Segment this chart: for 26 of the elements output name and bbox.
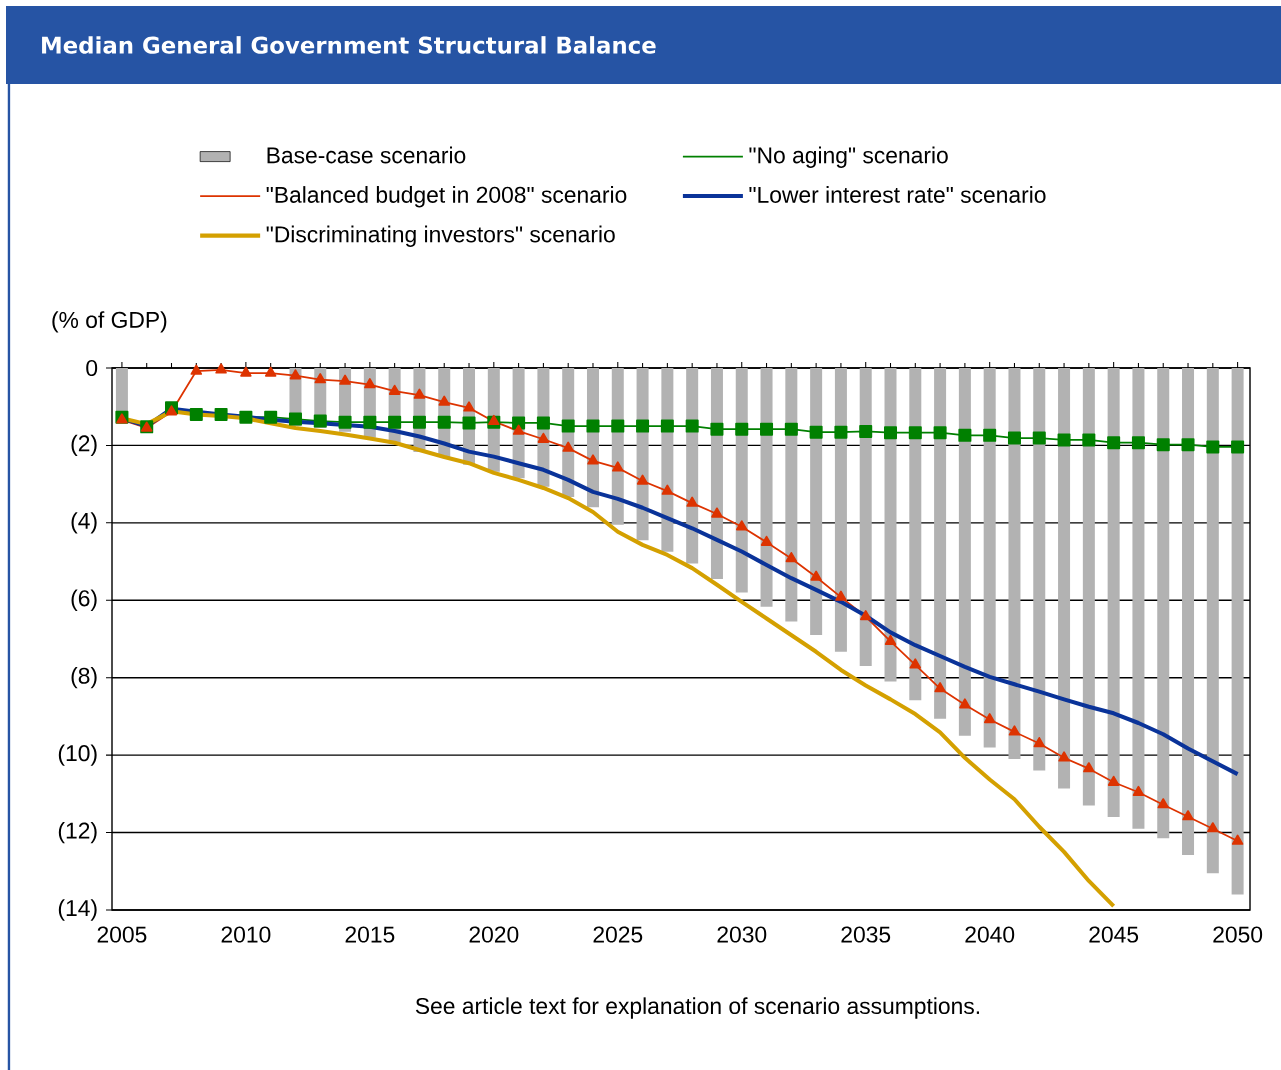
x-tick-label: 2020 xyxy=(469,926,519,943)
x-tick-label: 2005 xyxy=(97,926,147,943)
y-tick-label: (6) xyxy=(71,589,97,611)
y-tick-label: (12) xyxy=(58,821,97,844)
y-tick-label: (8) xyxy=(71,667,97,689)
x-tick-label: 2035 xyxy=(841,926,891,943)
y-tick-label: (14) xyxy=(58,899,97,921)
x-tick-label: 2025 xyxy=(593,926,643,943)
legend-label: "Balanced budget in 2008" scenario xyxy=(266,186,627,208)
x-tick-label: 2050 xyxy=(1213,926,1263,943)
y-tick-label: (2) xyxy=(71,434,97,457)
legend-label: "No aging" scenario xyxy=(749,146,948,168)
x-tick-label: 2010 xyxy=(221,926,271,943)
x-tick-label: 2040 xyxy=(965,926,1015,943)
text: See article text for explanation of scenario assumptions. xyxy=(415,997,979,1019)
y-axis-title: (% of GDP) xyxy=(52,311,167,333)
legend-label: "Lower interest rate" scenario xyxy=(749,186,1046,203)
x-tick-label: 2030 xyxy=(717,926,767,943)
y-tick-label: (4) xyxy=(71,512,97,534)
legend-label: "Discriminating investors" scenario xyxy=(266,225,615,247)
x-tick-label: 2045 xyxy=(1089,926,1139,943)
y-tick-label: (10) xyxy=(58,744,97,766)
y-tick-label: 0 xyxy=(86,359,98,377)
legend-label: Base-case scenario xyxy=(267,146,466,164)
chart-title: Median General Government Structural Balance xyxy=(42,36,656,54)
x-tick-label: 2015 xyxy=(345,926,395,943)
